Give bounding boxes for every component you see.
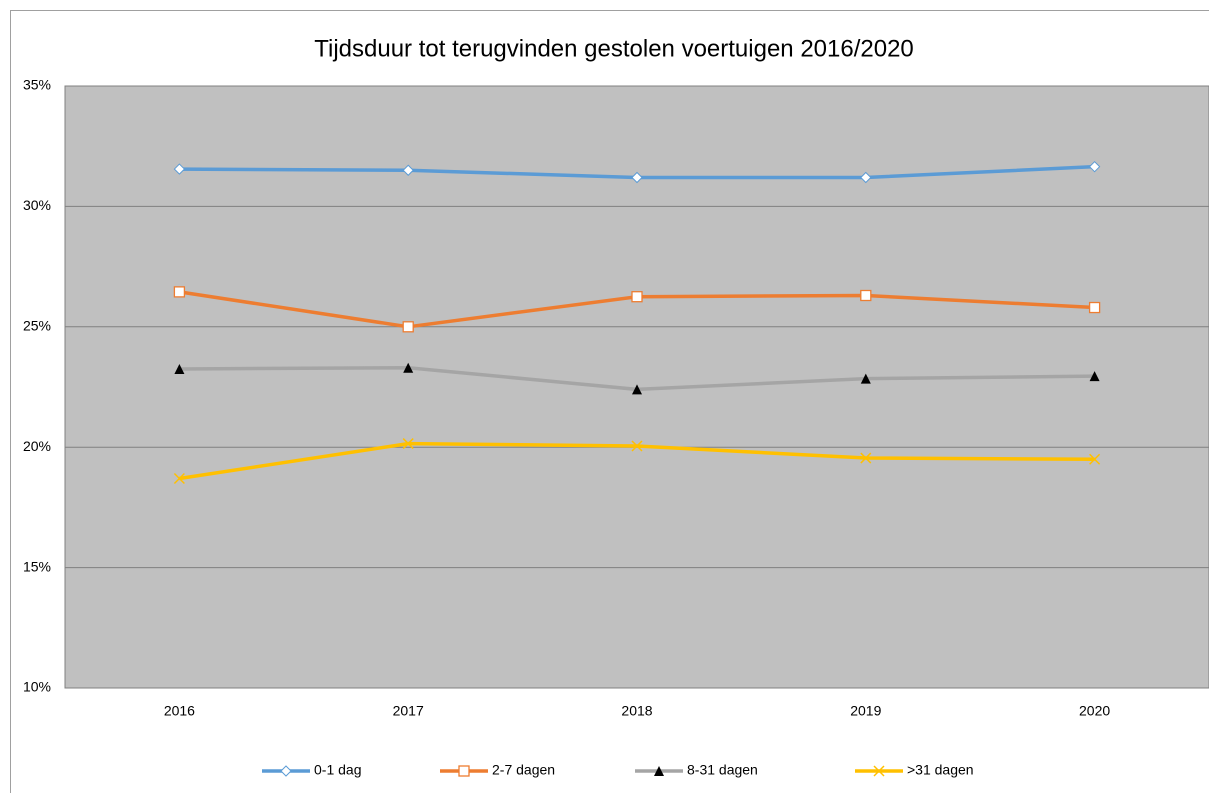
y-tick-label: 20% [23,438,51,454]
marker [403,362,414,373]
marker [173,163,186,175]
marker [631,291,643,303]
y-tick-label: 35% [23,77,51,93]
marker [631,171,643,184]
marker [654,766,664,776]
marker [402,438,414,450]
legend-label: >31 dagen [907,762,974,778]
marker [280,765,292,777]
x-tick-label: 2016 [164,703,195,719]
legend-label: 8-31 dagen [687,762,758,778]
marker [402,164,414,176]
marker [402,321,414,333]
marker [1088,160,1101,173]
x-tick-label: 2017 [393,703,424,719]
y-tick-label: 25% [23,318,51,334]
x-tick-label: 2018 [621,703,652,719]
chart-title: Tijdsduur tot terugvinden gestolen voert… [314,35,914,62]
legend-label: 0-1 dag [314,762,361,778]
y-tick-label: 15% [23,558,51,574]
marker [632,384,642,395]
marker [173,286,186,298]
x-tick-label: 2019 [850,703,881,719]
marker [458,765,470,777]
marker [860,373,871,384]
marker [873,765,885,777]
marker [174,363,185,374]
marker [1088,301,1101,314]
x-tick-label: 2020 [1079,703,1110,719]
legend-label: 2-7 dagen [492,762,555,778]
marker [860,289,872,302]
y-tick-label: 10% [23,679,51,695]
marker [1089,371,1100,382]
y-tick-label: 30% [23,197,51,213]
marker [860,171,872,184]
marker [1089,453,1101,465]
marker [173,472,185,485]
marker [631,440,643,452]
marker [860,452,872,464]
